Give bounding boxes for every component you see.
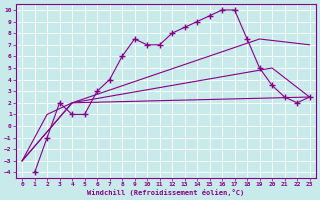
X-axis label: Windchill (Refroidissement éolien,°C): Windchill (Refroidissement éolien,°C)	[87, 189, 244, 196]
